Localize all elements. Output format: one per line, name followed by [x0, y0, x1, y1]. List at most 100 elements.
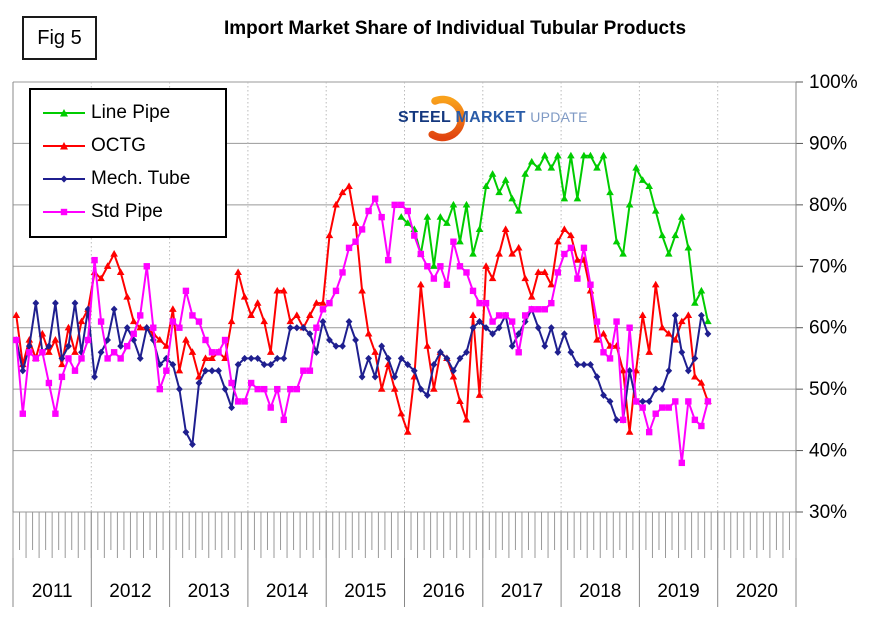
- std-pipe-data-point: [482, 299, 490, 307]
- octg-data-point: [462, 415, 471, 423]
- std-pipe-data-point: [541, 306, 548, 313]
- mech-tube-legend-marker-icon: [43, 174, 85, 183]
- logo-text: STEEL MARKET UPDATE: [398, 109, 587, 127]
- std-pipe-data-point: [234, 398, 242, 405]
- octg-data-point: [286, 317, 295, 325]
- octg-data-point: [671, 336, 680, 343]
- octg-data-point: [619, 366, 627, 374]
- line-pipe-data-point: [508, 194, 516, 202]
- line-pipe-data-point: [443, 219, 451, 226]
- octg-data-point: [417, 280, 425, 288]
- std-pipe-data-point: [554, 269, 562, 276]
- octg-data-point: [25, 336, 34, 343]
- line-pipe-data-point: [671, 231, 680, 239]
- octg-data-point: [247, 311, 255, 319]
- mech-tube-data-point: [339, 342, 346, 350]
- std-pipe-data-point: [535, 306, 542, 313]
- mech-tube-data-point: [313, 348, 320, 356]
- mech-tube-data-point: [508, 342, 516, 350]
- mech-tube-data-point: [450, 367, 457, 375]
- std-pipe-data-point: [58, 373, 66, 381]
- octg-data-point: [123, 293, 131, 300]
- std-pipe-data-point: [221, 336, 229, 344]
- std-pipe-data-point: [45, 379, 53, 387]
- mech-tube-data-point: [260, 360, 268, 369]
- mech-tube-data-point: [697, 311, 705, 320]
- logo-crescent-icon: [428, 95, 466, 142]
- std-pipe-data-point: [613, 318, 620, 325]
- mech-tube-data-point: [665, 367, 673, 375]
- std-pipe-data-point: [548, 299, 555, 307]
- mech-tube-data-point: [319, 317, 327, 326]
- octg-data-point: [573, 256, 582, 263]
- mech-tube-data-point: [182, 428, 190, 436]
- mech-tube-data-point: [332, 342, 340, 350]
- mech-tube-data-point: [476, 317, 483, 326]
- std-pipe-data-point: [606, 355, 614, 362]
- std-pipe-data-point: [261, 385, 268, 393]
- std-pipe-data-point: [215, 349, 222, 356]
- y-axis-label: 70%: [809, 256, 847, 277]
- std-pipe-data-point: [593, 318, 601, 325]
- octg-data-point: [208, 354, 216, 362]
- std-pipe-data-point: [208, 349, 216, 356]
- octg-data-point: [390, 385, 399, 392]
- logo-word-market: MARKET: [455, 109, 526, 126]
- mech-tube-data-point: [554, 348, 562, 356]
- std-pipe-data-point: [437, 263, 444, 270]
- octg-data-point: [527, 293, 536, 300]
- line-pipe-legend-marker-icon: [43, 108, 85, 116]
- octg-data-point: [475, 391, 484, 398]
- mech-tube-data-point: [175, 385, 183, 393]
- octg-data-point: [169, 305, 177, 312]
- line-pipe-data-point: [527, 157, 536, 165]
- std-pipe-data-point: [685, 398, 692, 405]
- octg-data-point: [182, 336, 190, 343]
- mech-tube-data-point: [645, 397, 653, 406]
- std-pipe-data-point: [332, 287, 340, 295]
- mech-tube-data-point: [45, 342, 53, 350]
- octg-data-point: [593, 336, 601, 343]
- octg-data-point: [534, 268, 543, 276]
- octg-data-point: [12, 311, 21, 319]
- mech-tube-data-point: [97, 348, 105, 356]
- octg-data-point: [645, 348, 653, 355]
- mech-tube-data-point: [423, 391, 431, 399]
- octg-data-point: [678, 317, 686, 325]
- octg-data-point: [377, 385, 386, 392]
- std-pipe-data-point: [84, 336, 92, 344]
- mech-tube-data-point: [91, 373, 98, 381]
- std-pipe-data-point: [130, 330, 137, 338]
- mech-tube-data-point: [169, 360, 177, 369]
- mech-tube-data-point: [221, 385, 229, 393]
- legend-label: Std Pipe: [91, 200, 163, 222]
- octg-data-point: [449, 372, 458, 380]
- mech-tube-data-point: [587, 360, 594, 369]
- std-pipe-data-point: [319, 306, 327, 313]
- std-pipe-data-point: [371, 195, 379, 202]
- line-pipe-data-point: [423, 213, 432, 220]
- std-pipe-data-point: [489, 318, 496, 325]
- std-pipe-data-point: [691, 416, 699, 424]
- mech-tube-data-point: [254, 354, 262, 363]
- std-pipe-data-point: [522, 312, 529, 319]
- x-axis-year-label: 2011: [32, 581, 73, 602]
- octg-data-point: [97, 274, 105, 282]
- line-pipe-data-point: [403, 219, 412, 226]
- y-axis-label: 40%: [809, 441, 847, 462]
- octg-data-point: [430, 385, 438, 392]
- mech-tube-data-point: [136, 354, 144, 363]
- octg-data-point: [273, 286, 282, 294]
- mech-tube-data-point: [365, 354, 373, 363]
- line-pipe-data-point: [645, 182, 653, 190]
- y-axis-label: 50%: [809, 379, 847, 400]
- mech-tube-data-point: [600, 391, 607, 399]
- std-pipe-data-point: [698, 422, 705, 430]
- std-pipe-data-point: [313, 324, 320, 331]
- std-pipe-data-point: [358, 226, 366, 233]
- mech-tube-data-point: [574, 360, 581, 369]
- line-pipe-data-point: [599, 151, 608, 159]
- octg-data-point: [234, 268, 242, 276]
- std-pipe-data-point: [78, 355, 85, 362]
- octg-data-point: [358, 286, 366, 294]
